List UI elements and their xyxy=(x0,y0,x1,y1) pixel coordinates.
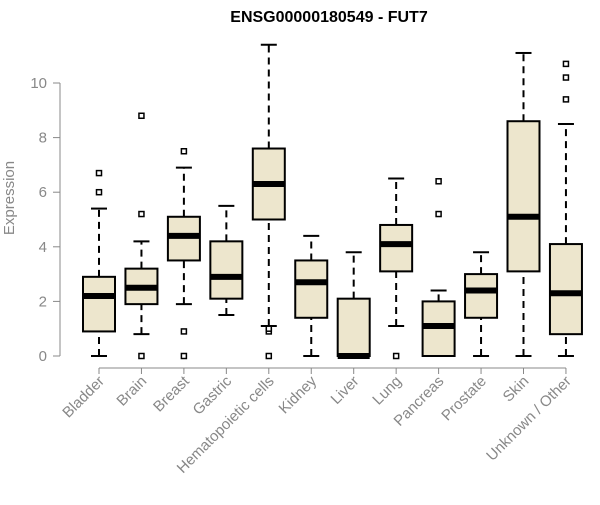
outlier-point xyxy=(265,352,273,360)
box-breast xyxy=(166,148,201,360)
box-hematopoietic-cells xyxy=(251,43,286,360)
iqr-box xyxy=(294,259,329,319)
outlier-point xyxy=(180,148,188,155)
y-tick-label: 6 xyxy=(39,184,47,201)
iqr-box xyxy=(464,273,499,319)
box-brain xyxy=(124,112,159,360)
y-tick-label: 8 xyxy=(39,130,47,147)
box-prostate xyxy=(464,251,499,357)
outlier-point xyxy=(95,188,103,196)
outlier-point xyxy=(562,74,570,81)
x-tick-label: Kidney xyxy=(276,372,321,417)
box-liver xyxy=(336,251,371,359)
box-bladder xyxy=(82,169,116,357)
iqr-box xyxy=(506,120,541,273)
iqr-box xyxy=(336,297,371,358)
outlier-point xyxy=(138,112,145,120)
x-tick-label: Breast xyxy=(150,372,193,415)
outlier-point xyxy=(562,60,570,68)
x-tick-label: Prostate xyxy=(438,373,490,425)
y-tick-label: 2 xyxy=(39,293,47,310)
outlier-point xyxy=(265,325,273,332)
box-unknown-other xyxy=(548,60,583,357)
box-gastric xyxy=(209,204,244,317)
outlier-point xyxy=(435,210,442,218)
y-tick-label: 10 xyxy=(30,75,47,92)
y-tick-label: 4 xyxy=(39,239,47,256)
outlier-point xyxy=(435,178,442,185)
outlier-point xyxy=(180,328,188,335)
y-tick-label: 0 xyxy=(39,348,47,365)
iqr-box xyxy=(548,243,583,336)
outlier-point xyxy=(138,352,145,360)
outlier-point xyxy=(392,352,400,360)
boxes-group xyxy=(82,43,583,360)
outlier-point xyxy=(562,96,570,103)
x-tick-label: Brain xyxy=(113,373,150,410)
y-axis: 0 2 4 6 8 10 xyxy=(30,75,61,365)
outlier-point xyxy=(180,352,188,360)
x-tick-label: Lung xyxy=(369,373,405,409)
y-axis-label: Expression xyxy=(1,161,18,235)
outlier-point xyxy=(138,210,145,218)
iqr-box xyxy=(82,275,116,333)
box-skin xyxy=(506,51,541,357)
box-pancreas xyxy=(421,178,456,357)
iqr-box xyxy=(379,223,414,273)
x-tick-label: Bladder xyxy=(59,373,108,422)
chart-title: ENSG00000180549 - FUT7 xyxy=(230,9,428,26)
x-tick-label: Liver xyxy=(328,373,363,408)
box-lung xyxy=(379,177,414,360)
x-tick-label: Skin xyxy=(500,373,533,406)
box-kidney xyxy=(294,234,329,357)
outlier-point xyxy=(95,169,103,177)
iqr-box xyxy=(209,240,244,300)
